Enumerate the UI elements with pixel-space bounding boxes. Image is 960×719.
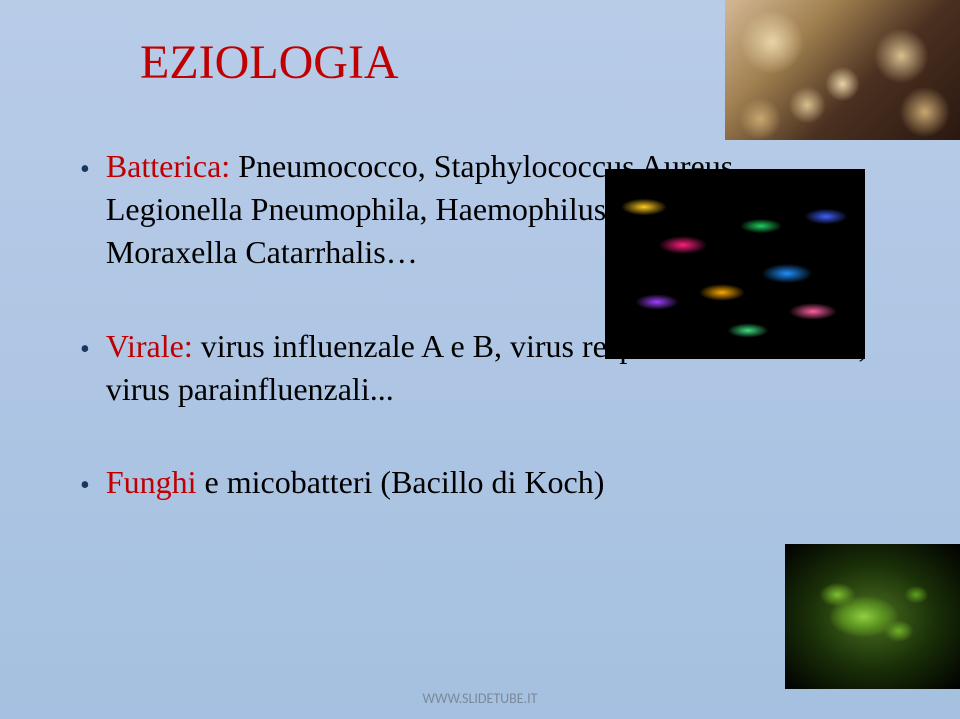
item-label: Batterica:	[106, 148, 230, 184]
item-label: Virale:	[106, 328, 193, 364]
bullet-item-funghi: • Funghi e micobatteri (Bacillo di Koch)	[80, 461, 880, 505]
item-text: Funghi e micobatteri (Bacillo di Koch)	[106, 461, 880, 504]
item-label: Funghi	[106, 464, 197, 500]
footer-text: WWW.SLIDETUBE.IT	[0, 690, 960, 707]
item-body: e micobatteri (Bacillo di Koch)	[197, 464, 605, 500]
virus-green-image	[785, 544, 960, 689]
bullet-icon: •	[80, 331, 90, 369]
bullet-icon: •	[80, 467, 90, 505]
bacteria-sem-image	[725, 0, 960, 140]
bacteria-colored-image	[605, 169, 865, 359]
slide: EZIOLOGIA • Batterica: Pneumococco, Stap…	[0, 0, 960, 719]
bullet-icon: •	[80, 151, 90, 189]
